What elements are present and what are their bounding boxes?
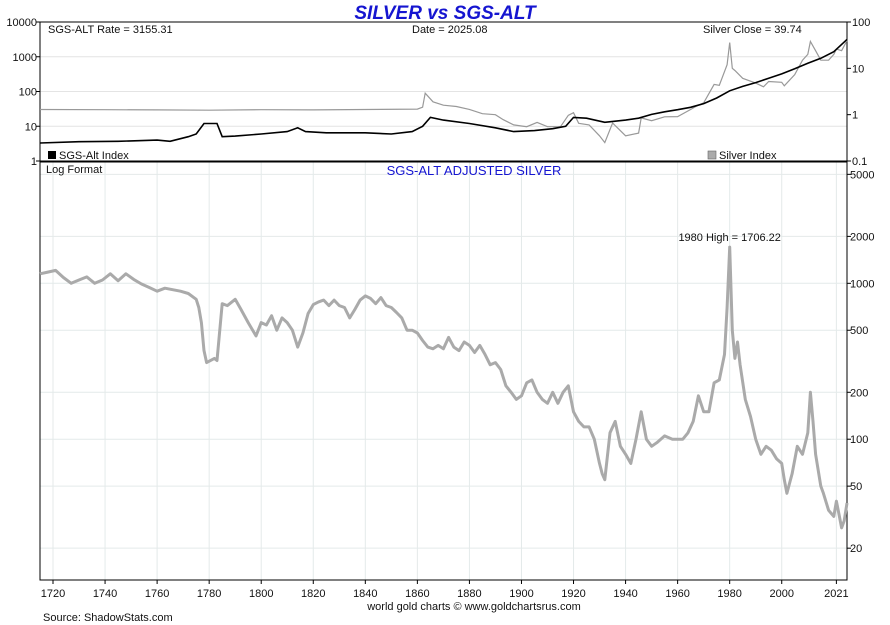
bottom-right-tick-label: 200 (850, 387, 868, 399)
x-tick-label: 1960 (665, 588, 689, 600)
source-label: Source: ShadowStats.com (43, 612, 173, 624)
sgs-alt-legend-swatch (48, 151, 56, 159)
bottom-right-tick-label: 20 (850, 543, 862, 555)
bottom-right-tick-label: 100 (850, 434, 868, 446)
x-tick-label: 1760 (145, 588, 169, 600)
x-tick-label: 1880 (457, 588, 481, 600)
1980-high-annotation: 1980 High = 1706.22 (678, 232, 780, 244)
right-tick-label: 10 (852, 63, 864, 75)
left-tick-label: 100 (19, 87, 37, 99)
x-tick-label: 1900 (509, 588, 533, 600)
x-tick-label: 1980 (717, 588, 741, 600)
x-tick-label: 1940 (613, 588, 637, 600)
x-tick-label: 1720 (41, 588, 65, 600)
top-right-axis: 100 10 1 0.1 (847, 17, 870, 168)
top-panel: 10000 1000 100 10 1 100 10 1 0.1 SILVER vs SGS-… (6, 3, 870, 168)
left-tick-label: 10000 (6, 17, 37, 29)
x-tick-label: 2021 (824, 588, 848, 600)
x-tick-label: 2000 (769, 588, 793, 600)
silver-index-legend-swatch (707, 150, 717, 160)
chart-title: SILVER vs SGS-ALT (354, 3, 537, 24)
x-tick-label: 1840 (353, 588, 377, 600)
left-tick-label: 1 (31, 156, 37, 168)
bottom-chart-title: SGS-ALT ADJUSTED SILVER (387, 163, 562, 178)
left-tick-label: 1000 (13, 52, 37, 64)
bottom-right-tick-label: 500 (850, 325, 868, 337)
x-tick-label: 1740 (93, 588, 117, 600)
bottom-right-tick-label: 5000 (850, 169, 874, 181)
x-tick-label: 1920 (561, 588, 585, 600)
right-tick-label: 100 (852, 17, 870, 29)
sgs-alt-index-series-line (39, 38, 848, 144)
silver-index-legend-label: Silver Index (719, 150, 777, 162)
silver-index-series-line (39, 39, 848, 144)
right-tick-label: 0.1 (852, 156, 867, 168)
adjusted-silver-series-line (39, 245, 849, 530)
top-left-axis: 10000 1000 100 10 1 (6, 17, 40, 168)
bottom-right-tick-label: 1000 (850, 278, 874, 290)
left-tick-label: 10 (25, 121, 37, 133)
date-label: Date = 2025.08 (412, 24, 488, 36)
sgs-alt-rate-label: SGS-ALT Rate = 3155.31 (48, 24, 173, 36)
bottom-right-tick-label: 2000 (850, 231, 874, 243)
log-format-note: Log Format (46, 164, 102, 176)
bottom-plot-frame (39, 161, 848, 581)
bottom-grid (40, 162, 847, 580)
x-tick-label: 1820 (301, 588, 325, 600)
x-tick-label: 1800 (249, 588, 273, 600)
bottom-right-tick-label: 50 (850, 481, 862, 493)
credit-label: world gold charts © www.goldchartsrus.co… (366, 601, 581, 613)
x-axis: 1720 1740 1760 1780 1800 1820 1840 1860 1880 1900… (41, 580, 849, 600)
sgs-alt-legend-label: SGS-Alt Index (59, 150, 129, 162)
right-tick-label: 1 (852, 110, 858, 122)
x-tick-label: 1780 (197, 588, 221, 600)
silver-close-label: Silver Close = 39.74 (703, 24, 802, 36)
bottom-right-axis: 5000 2000 1000 500 200 100 50 20 (847, 169, 874, 555)
x-tick-label: 1860 (405, 588, 429, 600)
